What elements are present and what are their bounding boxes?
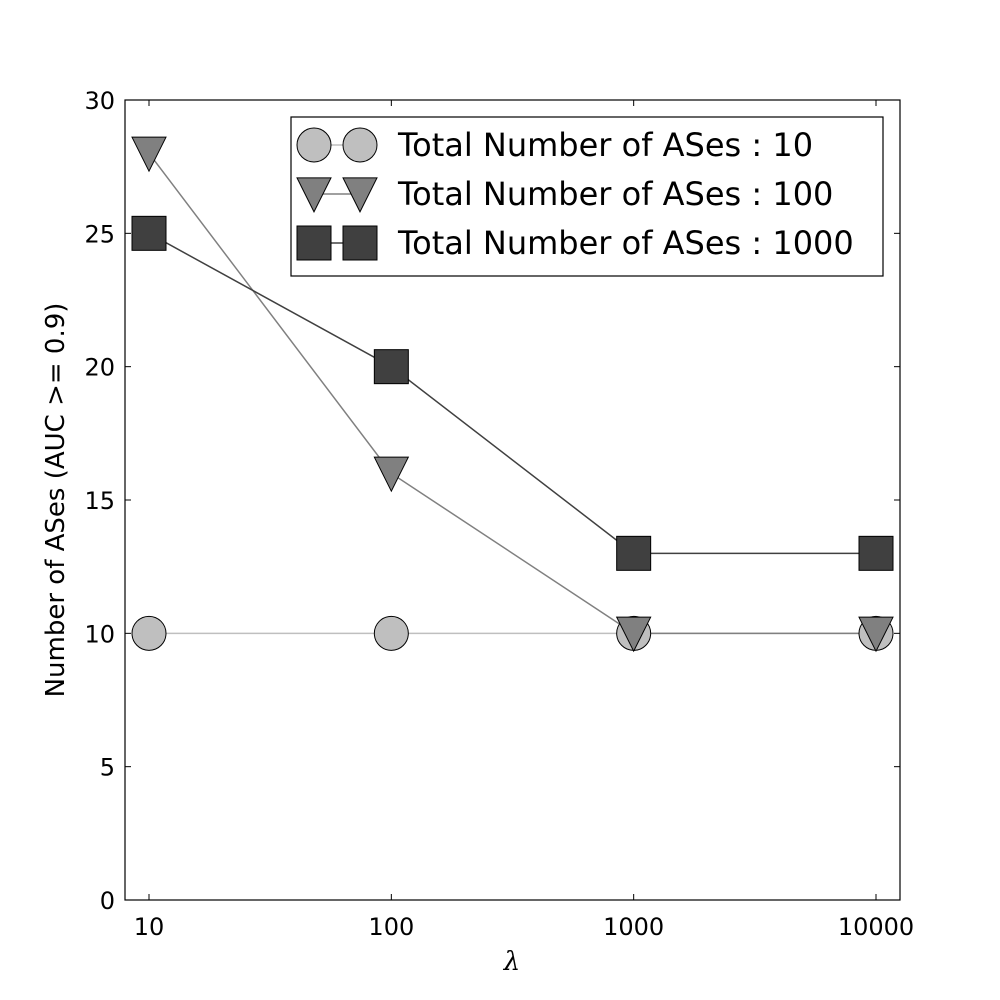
- legend-label-2: Total Number of ASes : 1000: [397, 224, 854, 262]
- legend-marker-1-b: [342, 177, 378, 213]
- plot-area: [131, 136, 894, 653]
- series-1-point-1: [373, 456, 410, 493]
- series-line-2: [148, 232, 876, 555]
- series-2-point-1: [373, 349, 409, 385]
- y-tick-label: 10: [84, 620, 115, 648]
- series-1-point-2: [615, 616, 652, 653]
- legend-marker-2-a: [296, 225, 332, 261]
- legend-marker-1-a: [296, 177, 332, 213]
- y-tick-label: 0: [100, 887, 115, 915]
- x-axis-label: λ: [503, 947, 520, 977]
- x-tick-label: 1000: [603, 913, 664, 941]
- series-2-point-0: [131, 215, 167, 251]
- y-tick-label: 15: [84, 487, 115, 515]
- series-0-point-0: [131, 615, 167, 651]
- x-tick-label: 10000: [838, 913, 914, 941]
- y-axis-label: Number of ASes (AUC >= 0.9): [41, 303, 71, 698]
- x-tick-label: 10: [134, 913, 165, 941]
- legend-marker-0-a: [296, 127, 332, 163]
- y-tick-label: 20: [84, 354, 115, 382]
- legend-label-0: Total Number of ASes : 10: [397, 126, 813, 164]
- legend-marker-0-b: [342, 127, 378, 163]
- series-2-point-3: [858, 535, 894, 571]
- legend-marker-2-b: [342, 225, 378, 261]
- x-tick-label: 100: [368, 913, 414, 941]
- y-tick-label: 30: [84, 87, 115, 115]
- series-line-1: [148, 152, 876, 635]
- legend-box: [290, 116, 884, 277]
- series-2-point-2: [616, 535, 652, 571]
- legend-label-1: Total Number of ASes : 100: [397, 175, 833, 213]
- legend: Total Number of ASes : 10 Total Number of…: [290, 116, 884, 277]
- series-0-point-1: [373, 615, 409, 651]
- series-1-point-0: [131, 136, 167, 173]
- ticks: 0 5 10 15 20 25 30 10 100 1000 10000: [84, 87, 914, 941]
- series-1-point-3: [858, 616, 894, 653]
- y-tick-label: 25: [84, 220, 115, 248]
- y-tick-label: 5: [100, 754, 115, 782]
